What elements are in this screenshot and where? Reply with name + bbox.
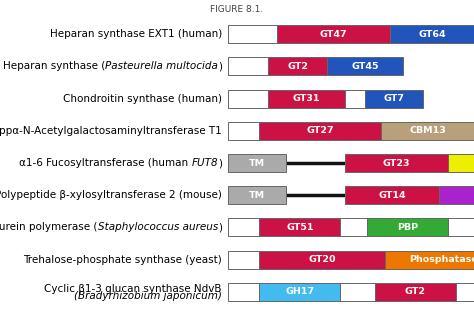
Bar xyxy=(345,186,439,204)
Bar xyxy=(228,57,268,75)
Bar xyxy=(340,218,367,236)
Text: TM: TM xyxy=(249,159,265,167)
Text: α1-6 Fucosyltransferase (human: α1-6 Fucosyltransferase (human xyxy=(19,158,191,168)
Bar xyxy=(385,251,474,269)
Text: Heparan synthase (: Heparan synthase ( xyxy=(3,61,105,71)
Bar xyxy=(259,122,381,140)
Text: GT20: GT20 xyxy=(309,255,336,264)
Bar xyxy=(228,89,268,107)
Bar xyxy=(345,89,365,107)
Text: Polypeptide β-xylosyltransferase 2 (mouse): Polypeptide β-xylosyltransferase 2 (mous… xyxy=(0,190,222,200)
Text: GT14: GT14 xyxy=(378,191,406,200)
Text: GT31: GT31 xyxy=(293,94,320,103)
Text: GT23: GT23 xyxy=(383,159,410,167)
Text: GT51: GT51 xyxy=(286,223,314,232)
Bar xyxy=(277,25,390,43)
Text: GT47: GT47 xyxy=(320,30,347,39)
Bar xyxy=(381,122,474,140)
Bar xyxy=(228,283,259,301)
Bar xyxy=(259,251,385,269)
Text: ): ) xyxy=(218,61,222,71)
Bar xyxy=(259,218,340,236)
Bar xyxy=(327,57,403,75)
Text: ppα-N-Acetylgalactosaminyltransferase T1: ppα-N-Acetylgalactosaminyltransferase T1 xyxy=(0,126,222,136)
Bar xyxy=(228,186,286,204)
Text: GH17: GH17 xyxy=(285,287,315,296)
Text: FUT8: FUT8 xyxy=(191,158,218,168)
Text: Trehalose-phosphate synthase (yeast): Trehalose-phosphate synthase (yeast) xyxy=(23,255,222,265)
Bar xyxy=(456,283,474,301)
Text: Heparan synthase EXT1 (human): Heparan synthase EXT1 (human) xyxy=(50,29,222,39)
Bar xyxy=(439,186,474,204)
Bar xyxy=(228,218,259,236)
Bar xyxy=(259,283,340,301)
Bar xyxy=(228,154,286,172)
Bar xyxy=(448,154,474,172)
Text: ): ) xyxy=(218,158,222,168)
Text: PBP: PBP xyxy=(397,223,419,232)
Text: Staphylococcus aureus: Staphylococcus aureus xyxy=(98,222,218,233)
Bar xyxy=(340,283,375,301)
Bar xyxy=(268,57,327,75)
Bar xyxy=(448,218,474,236)
Text: TM: TM xyxy=(249,191,265,200)
Bar xyxy=(228,25,277,43)
Text: Chondroitin synthase (human): Chondroitin synthase (human) xyxy=(63,94,222,104)
Bar xyxy=(228,251,259,269)
Text: GT2: GT2 xyxy=(405,287,426,296)
Text: GT64: GT64 xyxy=(419,30,447,39)
Text: Pasteurella multocida: Pasteurella multocida xyxy=(105,61,218,71)
Bar xyxy=(268,89,345,107)
Text: FIGURE 8.1.: FIGURE 8.1. xyxy=(210,5,264,14)
Text: Murein polymerase (: Murein polymerase ( xyxy=(0,222,98,233)
Text: GT2: GT2 xyxy=(287,62,308,71)
Bar xyxy=(345,154,448,172)
Text: GT27: GT27 xyxy=(306,126,334,135)
Bar xyxy=(367,218,448,236)
Text: GT45: GT45 xyxy=(352,62,379,71)
Text: GT7: GT7 xyxy=(383,94,404,103)
Text: Cyclic β1-3 glucan synthase NdvB: Cyclic β1-3 glucan synthase NdvB xyxy=(45,284,222,294)
Text: CBM13: CBM13 xyxy=(410,126,447,135)
Text: (Bradyrhizobium japonicum): (Bradyrhizobium japonicum) xyxy=(74,291,222,301)
Text: Phosphatase: Phosphatase xyxy=(410,255,474,264)
Bar xyxy=(375,283,456,301)
Bar xyxy=(390,25,474,43)
Bar xyxy=(365,89,423,107)
Text: ): ) xyxy=(218,222,222,233)
Bar xyxy=(228,122,259,140)
